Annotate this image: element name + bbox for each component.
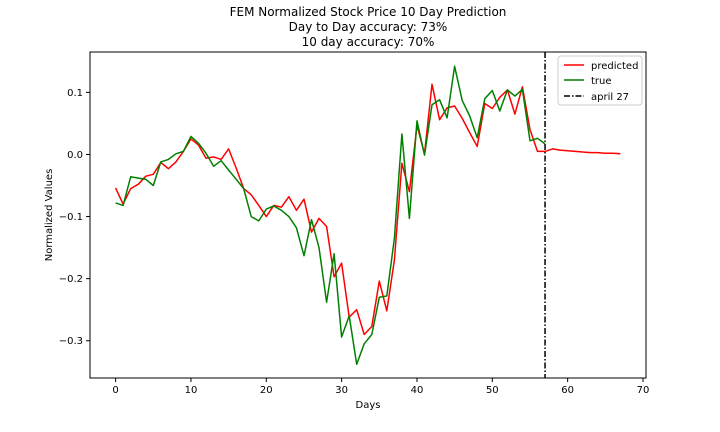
title-line-1: FEM Normalized Stock Price 10 Day Predic… (230, 5, 507, 19)
plot-area (89, 51, 647, 379)
x-tick-label: 30 (335, 385, 348, 396)
x-axis-label: Days (356, 400, 381, 411)
x-tick-label: 20 (260, 385, 273, 396)
title-line-3: 10 day accuracy: 70% (302, 35, 435, 49)
y-tick-label: 0.1 (67, 88, 83, 99)
legend: predicted true april 27 (557, 55, 643, 106)
x-axis: 0 10 20 30 40 50 60 70 (112, 378, 649, 396)
legend-true-label: true (591, 76, 612, 87)
legend-predicted-label: predicted (591, 61, 638, 72)
x-tick-label: 0 (112, 385, 118, 396)
series-line-predicted (114, 83, 621, 336)
axes-frame (89, 51, 647, 379)
legend-april-27-label: april 27 (591, 92, 629, 103)
title-line-2: Day to Day accuracy: 73% (289, 20, 448, 34)
x-tick-label: 70 (637, 385, 650, 396)
x-tick-label: 10 (185, 385, 198, 396)
series-line-true (115, 65, 546, 366)
y-axis-label: Normalized Values (44, 169, 55, 262)
x-tick-label: 50 (486, 385, 499, 396)
x-tick-label: 60 (561, 385, 574, 396)
x-tick-label: 40 (411, 385, 424, 396)
chart-title: FEM Normalized Stock Price 10 Day Predic… (230, 5, 507, 49)
y-tick-label: −0.3 (59, 336, 83, 347)
legend-box (557, 55, 643, 106)
y-axis: −0.3 −0.2 −0.1 0.0 0.1 (59, 88, 90, 347)
y-tick-label: −0.1 (59, 212, 83, 223)
y-tick-label: 0.0 (67, 150, 83, 161)
y-tick-label: −0.2 (59, 274, 83, 285)
series-layer (114, 65, 621, 366)
